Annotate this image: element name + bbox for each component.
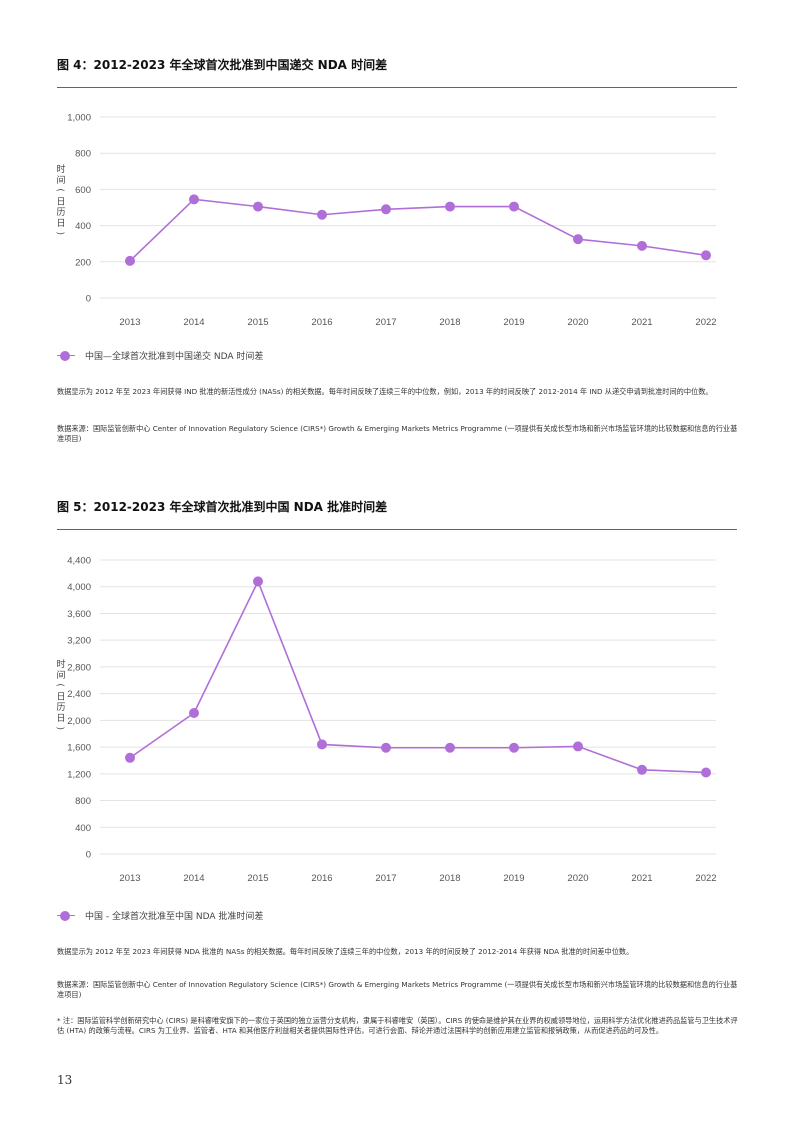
y-tick-label: 2,800: [67, 662, 91, 673]
data-point: [381, 204, 391, 215]
y-tick-label: 4,000: [67, 582, 91, 593]
x-tick-label: 2021: [631, 873, 652, 884]
legend-line-marker-icon: [57, 350, 75, 361]
data-point: [125, 255, 135, 266]
y-axis-label-char: 日: [56, 218, 65, 229]
figure-5-title: 图 5：2012-2023 年全球首次批准到中国 NDA 批准时间差: [57, 500, 388, 514]
y-axis-label-char: 日: [56, 691, 65, 702]
y-tick-label: 800: [75, 149, 91, 160]
y-tick-label: 400: [75, 221, 91, 232]
y-axis-label-char: ): [55, 232, 65, 236]
x-tick-label: 2021: [631, 317, 652, 328]
y-tick-label: 1,200: [67, 769, 91, 780]
data-point: [125, 752, 135, 763]
data-point: [189, 708, 199, 719]
y-axis-label-char: 间: [56, 174, 65, 186]
data-point: [253, 576, 263, 587]
x-tick-label: 2022: [695, 873, 716, 884]
x-tick-label: 2020: [567, 317, 588, 328]
y-tick-label: 800: [75, 796, 91, 807]
x-tick-label: 2015: [247, 317, 268, 328]
y-axis-label-char: 时: [56, 658, 65, 670]
y-tick-label: 600: [75, 185, 91, 196]
y-tick-label: 200: [75, 257, 91, 268]
figure-4-legend: 中国—全球首次批准到中国递交 NDA 时间差: [57, 349, 263, 362]
figure-5-rule: [57, 529, 737, 530]
x-tick-label: 2019: [503, 317, 524, 328]
figure-4-note: 数据显示为 2012 年至 2023 年间获得 IND 批准的新活性成分 (NA…: [57, 387, 713, 396]
data-point: [637, 240, 647, 251]
data-point: [701, 767, 711, 778]
y-tick-label: 2,000: [67, 716, 91, 727]
series-line: [129, 579, 707, 774]
data-point: [189, 194, 199, 205]
data-point: [445, 201, 455, 212]
data-point: [317, 209, 327, 220]
y-tick-label: 3,200: [67, 636, 91, 647]
data-point: [509, 742, 519, 753]
x-tick-label: 2022: [695, 317, 716, 328]
figure-4-title: 图 4：2012-2023 年全球首次批准到中国递交 NDA 时间差: [57, 58, 388, 72]
data-point: [317, 739, 327, 750]
x-tick-label: 2014: [183, 317, 204, 328]
page-number: 13: [57, 1073, 73, 1087]
x-tick-label: 2017: [375, 317, 396, 328]
x-tick-label: 2014: [183, 873, 204, 884]
x-tick-label: 2019: [503, 873, 524, 884]
x-tick-label: 2016: [311, 317, 332, 328]
figure-5-source: 数据来源：国际监管创新中心 Center of Innovation Regul…: [57, 980, 738, 999]
figure-5-chart: 0 400 800 1,200 1,600 2,000 2,400 2,800 3,200 3,6…: [55, 556, 717, 885]
figure-4-chart: 0 200 400 600 800 1,000 2013 2014 2015 2016 2017 20…: [55, 113, 717, 329]
x-tick-label: 2018: [439, 317, 460, 328]
figure-5-legend-label: 中国 - 全球首次批准至中国 NDA 批准时间差: [85, 912, 264, 922]
data-point: [381, 742, 391, 753]
y-axis-label-char: (: [55, 188, 65, 192]
y-axis-label-char: 日: [56, 196, 65, 207]
x-tick-label: 2013: [119, 317, 140, 328]
figure-4-rule: [57, 87, 737, 88]
data-point: [637, 764, 647, 775]
y-axis-label-char: 日: [56, 713, 65, 724]
figure-4-source: 数据来源：国际监管创新中心 Center of Innovation Regul…: [57, 424, 738, 443]
y-axis-label-char: 历: [56, 702, 65, 713]
x-tick-label: 2016: [311, 873, 332, 884]
data-point: [701, 250, 711, 261]
data-point: [509, 201, 519, 212]
y-axis-label-char: 时: [56, 163, 65, 175]
y-axis-label-char: 历: [56, 207, 65, 218]
y-tick-label: 3,600: [67, 609, 91, 620]
x-tick-label: 2015: [247, 873, 268, 884]
x-tick-label: 2020: [567, 873, 588, 884]
y-axis-label-char: (: [55, 683, 65, 687]
y-tick-label: 0: [86, 294, 91, 305]
y-tick-label: 1,000: [67, 113, 91, 124]
y-axis-label-char: 间: [56, 669, 65, 681]
legend-line-marker-icon: [57, 910, 75, 921]
figure-5-note: 数据显示为 2012 年至 2023 年间获得 NDA 批准的 NASs 的相关…: [57, 947, 634, 956]
series-line: [129, 198, 707, 262]
data-point: [573, 234, 583, 245]
x-tick-label: 2018: [439, 873, 460, 884]
figure-5-legend: 中国 - 全球首次批准至中国 NDA 批准时间差: [57, 909, 263, 922]
y-tick-label: 1,600: [67, 743, 91, 754]
x-tick-label: 2013: [119, 873, 140, 884]
y-tick-label: 400: [75, 823, 91, 834]
y-tick-label: 2,400: [67, 689, 91, 700]
x-tick-label: 2017: [375, 873, 396, 884]
y-tick-label: 0: [86, 850, 91, 861]
data-point: [253, 201, 263, 212]
y-tick-label: 4,400: [67, 556, 91, 567]
data-point: [573, 741, 583, 752]
figure-4-legend-label: 中国—全球首次批准到中国递交 NDA 时间差: [85, 352, 264, 362]
figure-5-footnote: * 注：国际监管科学创新研究中心 (CIRS) 是科睿唯安旗下的一家位于英国的独…: [57, 1016, 738, 1035]
data-point: [445, 742, 455, 753]
y-axis-label-char: ): [55, 727, 65, 731]
